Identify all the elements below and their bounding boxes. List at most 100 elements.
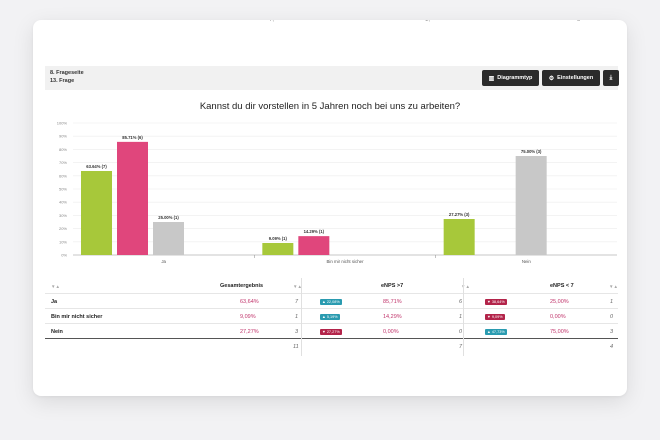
bar [117,141,148,255]
cut-off-text: 1, [425,20,431,23]
bar [298,236,330,255]
count-value: 0 [610,313,614,320]
change-badge-cell: ▼ 38,64% [485,294,507,309]
percent-value-cell: 75,00% [550,324,569,339]
percent-value-cell: 63,64% [240,294,259,309]
change-badge-cell: ▲ 5,19% [320,309,340,324]
data-label: 75.00% (3) [521,149,542,154]
percent-value-cell: 85,71% [383,294,402,309]
column-divider [301,278,302,356]
results-table: ▼▲ Gesamtergebnis ▼▲ eNPS >7 ▼▲ eNPS < 7… [45,278,618,356]
count-value: 3 [295,328,299,335]
percent-value-cell: 9,09% [240,309,256,324]
question-label: 13. Frage [50,78,75,84]
percent-value: 25,00% [550,298,569,305]
change-badge: ▼ 27,27% [320,328,342,335]
chart-type-button[interactable]: ▥ Diagrammtyp [482,70,539,86]
download-button[interactable]: ⤓ [603,70,619,86]
bar-chart-icon: ▥ [488,75,495,82]
sort-icon[interactable]: ▼▲ [51,283,60,289]
y-tick-label: 100% [57,121,68,126]
data-label: 9.09% (1) [269,236,288,241]
row-label-cell: Nein [51,324,63,339]
y-tick-label: 60% [59,173,67,178]
page-label: 8. Frageseite [50,70,84,76]
table-row: Nein 27,27% 3 ▼ 27,27% 0,00% 0 ▲ 47,73% 75,00% 3 [45,324,618,339]
count-value-cell: 6 [459,294,462,309]
table-row: Bin mir nicht sicher 9,09% 1 ▲ 5,19% 14,29% 1… [45,309,618,324]
table-header-row: ▼▲ Gesamtergebnis ▼▲ eNPS >7 ▼▲ eNPS < 7… [45,278,618,294]
x-category-label: Bin mir nicht sicher [326,259,364,264]
count-value-cell: 1 [459,309,462,324]
row-label: Nein [51,328,63,335]
total-count: 7 [459,343,463,350]
sort-icon[interactable]: ▼▲ [609,283,618,289]
totals-row: 11 7 4 [45,339,618,354]
y-tick-label: 20% [59,226,67,231]
download-icon: ⤓ [609,74,613,81]
percent-value: 0,00% [550,313,566,320]
row-divider [45,308,618,309]
bar [153,222,184,255]
row-label-cell: Bin mir nicht sicher [51,309,102,324]
count-value-cell: 3 [610,324,613,339]
count-value-cell: 0 [610,309,613,324]
row-divider [45,338,618,339]
cut-off-text: 5 [577,20,581,23]
x-category-label: Ja [161,259,166,264]
count-value-cell: 1 [295,309,298,324]
row-divider [45,323,618,324]
percent-value-cell: 0,00% [550,309,566,324]
y-tick-label: 30% [59,213,67,218]
column-divider [463,278,464,356]
y-tick-label: 70% [59,160,67,165]
bar [515,156,547,255]
chart-title: Kannst du dir vorstellen in 5 Jahren noc… [199,101,461,112]
percent-value: 0,00% [383,328,399,335]
data-label: 63.64% (7) [86,164,107,169]
y-tick-label: 90% [59,134,67,139]
count-value: 3 [610,328,614,335]
percent-value: 14,29% [383,313,402,320]
chart-type-label: Diagrammtyp [497,75,533,81]
row-label-cell: Ja [51,294,57,309]
sort-icon[interactable]: ▼▲ [293,283,302,289]
change-badge-cell: ▲ 47,73% [485,324,507,339]
table-row: Ja 63,64% 7 ▲ 22,08% 85,71% 6 ▼ 38,64% 25,00% 1 [45,294,618,309]
sort-icon[interactable]: ▼▲ [461,283,470,289]
bar [443,219,475,255]
row-label: Bin mir nicht sicher [51,313,103,320]
settings-button[interactable]: ⚙ Einstellungen [542,70,600,86]
count-value-cell: 7 [295,294,298,309]
y-tick-label: 80% [59,147,67,152]
count-value-cell: 0 [459,324,462,339]
row-label: Ja [51,298,58,305]
column-header: eNPS < 7 [550,283,574,289]
data-label: 14.29% (1) [304,229,325,234]
change-badge-cell: ▼ 9,09% [485,309,505,324]
bar [262,243,294,255]
percent-value-cell: 25,00% [550,294,569,309]
bar-chart: 0% 10% 20% 30% 40% 50% 60% 70% 80% 90% 100% 63.64% … [57,121,617,264]
count-value: 7 [295,298,299,305]
data-label: 85.71% (6) [122,135,143,140]
column-header: Gesamtergebnis [220,283,264,289]
percent-value-cell: 27,27% [240,324,259,339]
percent-value: 27,27% [240,328,259,335]
cut-off-text: 7, [269,20,275,23]
y-tick-label: 10% [59,239,67,244]
change-badge-cell: ▼ 27,27% [320,324,342,339]
y-tick-label: 40% [59,200,67,205]
total-count: 11 [293,343,299,350]
count-value: 1 [459,313,463,320]
percent-value-cell: 0,00% [383,324,399,339]
count-value-cell: 1 [610,294,613,309]
change-badge: ▲ 5,19% [320,313,340,320]
change-badge: ▲ 47,73% [485,328,507,335]
row-divider [45,293,618,294]
percent-value: 85,71% [383,298,402,305]
count-value: 1 [610,298,614,305]
count-value-cell: 3 [295,324,298,339]
percent-value-cell: 14,29% [383,309,402,324]
change-badge: ▲ 22,08% [320,298,342,305]
